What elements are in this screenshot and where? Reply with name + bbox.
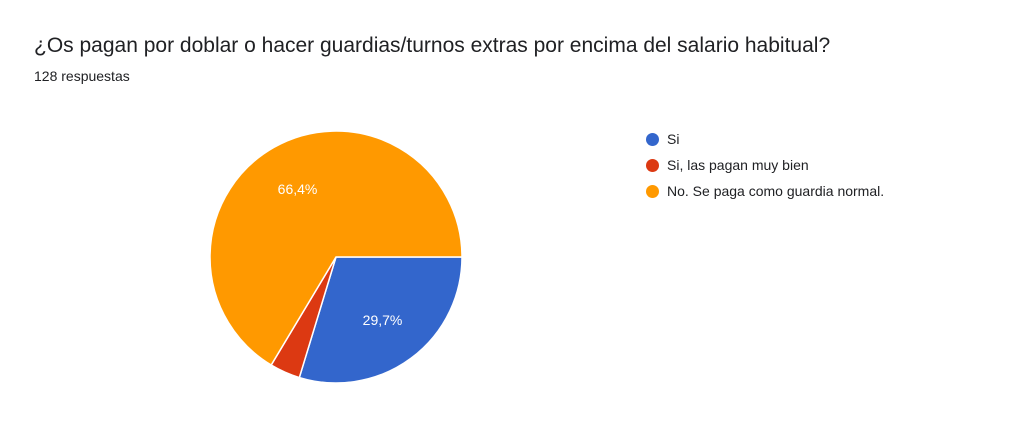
legend-label: Si xyxy=(667,131,680,147)
chart-legend: Si Si, las pagan muy bien No. Se paga como… xyxy=(646,130,884,208)
response-count: 128 respuestas xyxy=(34,68,130,84)
question-title: ¿Os pagan por doblar o hacer guardias/tu… xyxy=(34,34,831,57)
legend-label: No. Se paga como guardia normal. xyxy=(667,183,885,199)
legend-item-3: No. Se paga como guardia normal. xyxy=(646,182,884,200)
legend-swatch-icon xyxy=(646,132,659,146)
legend-swatch-icon xyxy=(646,184,659,198)
pie-slice-3 xyxy=(209,130,463,367)
legend-swatch-icon xyxy=(646,158,659,172)
legend-item-1: Si xyxy=(646,130,884,148)
slice-label-3: 66,4% xyxy=(278,181,318,197)
legend-label: Si, las pagan muy bien xyxy=(667,157,809,173)
legend-item-2: Si, las pagan muy bien xyxy=(646,156,884,174)
slice-label-1: 29,7% xyxy=(363,312,403,328)
pie-slice-1 xyxy=(298,256,463,384)
